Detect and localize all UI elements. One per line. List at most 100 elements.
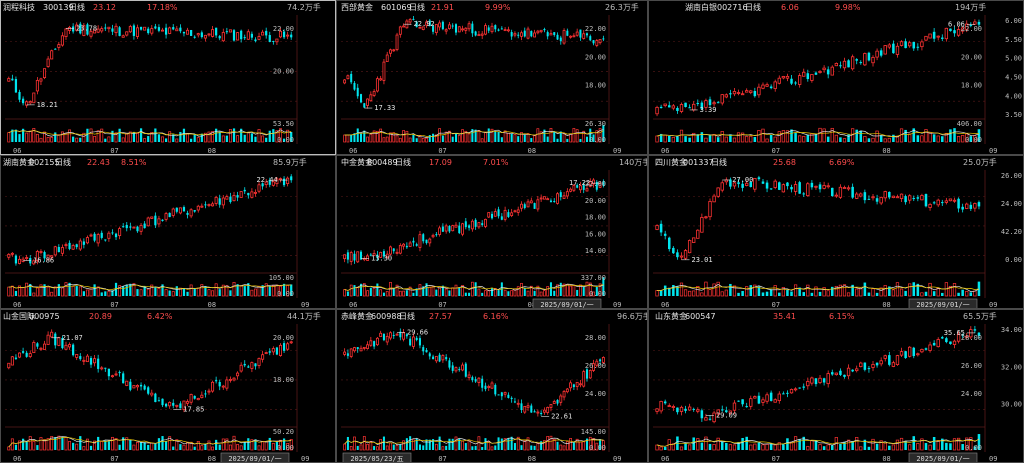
candle — [789, 388, 794, 394]
stock-name[interactable]: 山东黄金 — [655, 312, 687, 321]
candle — [139, 224, 143, 232]
volume-bar — [132, 444, 136, 451]
volume-bar — [507, 132, 510, 143]
volume-bar — [782, 444, 785, 450]
kline-chart[interactable]: 35.6529.0928.0026.0024.0034.0032.0030.00… — [649, 310, 1024, 463]
volume-bar — [786, 438, 789, 450]
volume-bar — [18, 285, 21, 297]
stock-name[interactable]: 润程科技 — [3, 3, 35, 12]
chart-panel-6[interactable]: 四川黄金 001337 日线 25.68 6.69% 25.0万手 27.00 2… — [648, 155, 1024, 309]
candle — [75, 24, 79, 31]
candle — [25, 101, 29, 106]
candle — [773, 399, 777, 403]
volume-bar — [806, 446, 810, 451]
candle — [957, 198, 960, 209]
month-label: 08 — [208, 147, 216, 155]
candle — [164, 213, 168, 220]
candle — [753, 91, 757, 97]
volume-bar — [523, 134, 526, 142]
volume-bar — [728, 444, 733, 451]
volume-bar — [100, 441, 104, 451]
candle — [517, 34, 520, 36]
volume-bar — [359, 444, 363, 451]
volume-bar — [444, 288, 448, 297]
volume-bar — [932, 437, 936, 450]
volume-tick-label: 0.00 — [589, 444, 606, 452]
price-tick-label: 22.00 — [273, 25, 294, 33]
volume-bar — [146, 288, 150, 297]
stock-name[interactable]: 西部黄金 — [341, 3, 373, 12]
kline-chart[interactable]: 17.2213.3022.0020.0018.0016.0014.00337.0… — [337, 156, 648, 309]
chart-panel-1[interactable]: 润程科技 300139 日线 23.12 17.18% 74.2万手 23.78… — [0, 0, 336, 155]
candle — [157, 218, 161, 225]
volume-bar — [448, 438, 451, 450]
candle — [725, 410, 728, 413]
candle — [765, 182, 769, 189]
volume-bar — [164, 138, 168, 142]
stock-name[interactable]: 山金国际 — [3, 312, 35, 321]
volume-bar — [500, 137, 503, 142]
chart-panel-4[interactable]: 湖南黄金 002155 日线 22.43 8.51% 85.9万手 22.44 1… — [0, 155, 336, 309]
candle — [953, 30, 956, 34]
volume-bar — [356, 286, 360, 297]
kline-chart[interactable]: 29.6622.6128.0026.0024.00145.000.0006070… — [337, 310, 648, 463]
volume-bar — [200, 284, 204, 297]
stock-name[interactable]: 中金黄金 — [341, 158, 373, 167]
volume-bar — [422, 286, 425, 296]
candle — [863, 362, 867, 370]
candle — [164, 27, 168, 35]
candle — [481, 378, 484, 388]
candle — [218, 36, 221, 39]
kline-chart[interactable]: 6.063.3922.0020.0018.006.005.505.004.504… — [649, 1, 1024, 155]
volume-bar — [86, 128, 89, 142]
candle — [389, 332, 392, 339]
chart-panel-3[interactable]: 湖南白银 002716 日线 6.06 9.98% 194万手 6.06 3.39… — [648, 0, 1024, 155]
candle — [243, 363, 246, 366]
candle — [147, 387, 150, 394]
volume-bar — [908, 133, 912, 143]
candle — [10, 356, 14, 366]
chart-panel-9[interactable]: 山东黄金 600547 35.41 6.15% 65.5万手 35.65 29.0… — [648, 309, 1024, 463]
volume-bar — [96, 130, 100, 143]
stock-name[interactable]: 湖南白银 — [685, 3, 717, 12]
candle — [229, 196, 232, 203]
volume-bar — [961, 135, 965, 143]
volume-bar — [904, 129, 907, 142]
candle — [916, 46, 920, 48]
month-label: 07 — [110, 147, 118, 155]
volume-bar — [477, 130, 481, 143]
chart-panel-2[interactable]: 西部黄金 601069 日线 21.91 9.99% 26.3万手 22.92 1… — [336, 0, 648, 155]
volume-bar — [549, 435, 553, 451]
volume-bar — [700, 442, 704, 450]
volume-bar — [82, 291, 85, 296]
candle — [806, 183, 810, 197]
stock-name[interactable]: 四川黄金 — [655, 158, 687, 167]
volume-bar — [924, 129, 928, 143]
volume-bar — [382, 436, 385, 450]
chart-panel-8[interactable]: 赤峰黄金 600988 日线 27.57 6.16% 96.6万手 29.66 2… — [336, 309, 648, 463]
candle — [484, 385, 487, 390]
stock-name[interactable]: 湖南黄金 — [3, 158, 35, 167]
volume-bar — [888, 445, 891, 450]
candle — [592, 363, 595, 371]
chart-panel-7[interactable]: 山金国际 000975 20.89 6.42% 44.1万手 21.07 17.8… — [0, 309, 336, 463]
volume-bar — [912, 282, 916, 296]
volume-bar — [883, 138, 887, 143]
chart-panel-5[interactable]: 中金黄金 600489 日线 17.09 7.01% 140万手 17.22 13… — [336, 155, 648, 309]
volume-bar — [161, 284, 164, 296]
volume-bar — [454, 284, 458, 297]
candle — [781, 76, 786, 79]
volume-bar — [228, 129, 232, 143]
volume-bar — [565, 284, 569, 297]
candle — [503, 209, 507, 220]
volume-bar — [107, 136, 111, 143]
stock-name[interactable]: 赤峰黄金 — [341, 312, 373, 321]
candle — [247, 366, 250, 368]
